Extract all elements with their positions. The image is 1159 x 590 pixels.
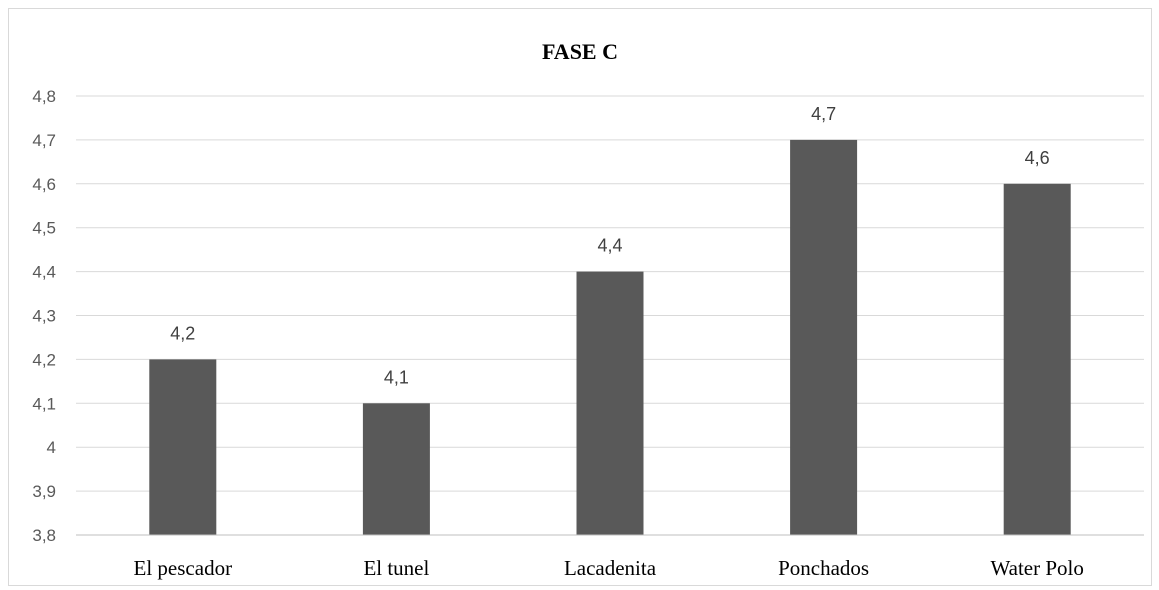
y-tick-label: 4,2: [32, 350, 56, 369]
x-axis-ticks: El pescador El tunel Lacadenita Ponchados Wa…: [134, 556, 1084, 580]
y-tick-label: 4: [47, 438, 56, 457]
y-tick-label: 4,6: [32, 175, 56, 194]
data-label: 4,7: [811, 104, 836, 124]
x-tick-label: Lacadenita: [564, 556, 657, 580]
y-axis-ticks: 3,8 3,9 4 4,1 4,2 4,3 4,4 4,5 4,6 4,7 4,8: [32, 87, 56, 545]
x-tick-label: El tunel: [363, 556, 429, 580]
y-tick-label: 3,9: [32, 482, 56, 501]
y-tick-label: 4,7: [32, 131, 56, 150]
bar-ponchados: [790, 139, 858, 535]
chart-title: FASE C: [542, 39, 618, 64]
bar-el-pescador: [149, 359, 217, 535]
data-label: 4,1: [384, 367, 409, 387]
bar-lacadenita: [576, 271, 644, 535]
y-tick-label: 4,8: [32, 87, 56, 106]
data-labels: 4,2 4,1 4,4 4,7 4,6: [170, 104, 1049, 387]
data-label: 4,2: [170, 323, 195, 343]
y-tick-label: 4,3: [32, 307, 56, 326]
x-tick-label: Ponchados: [778, 556, 869, 580]
bars: [149, 139, 1071, 536]
y-tick-label: 4,5: [32, 219, 56, 238]
bar-el-tunel: [362, 403, 430, 535]
x-tick-label: Water Polo: [991, 556, 1084, 580]
y-tick-label: 3,8: [32, 526, 56, 545]
y-tick-label: 4,4: [32, 263, 56, 282]
data-label: 4,4: [597, 236, 622, 256]
bar-water-polo: [1003, 183, 1071, 536]
data-label: 4,6: [1025, 148, 1050, 168]
y-tick-label: 4,1: [32, 394, 56, 413]
x-tick-label: El pescador: [134, 556, 233, 580]
